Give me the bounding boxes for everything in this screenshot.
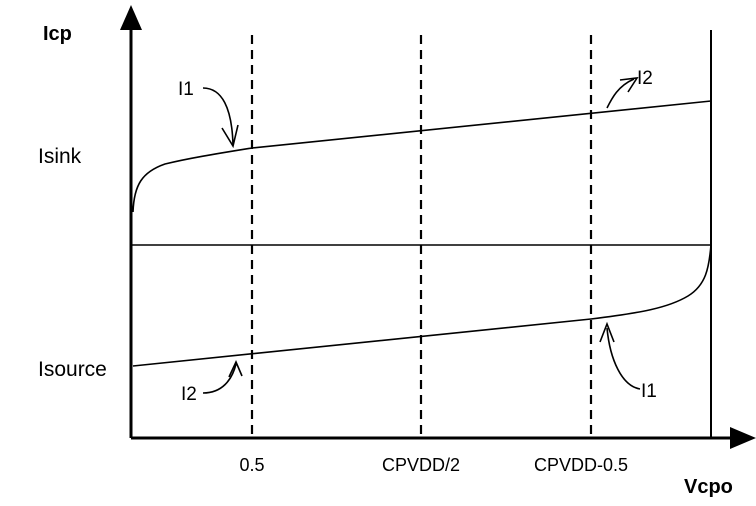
source-left-arrow <box>202 363 237 394</box>
source-right-arrowhead <box>599 321 615 343</box>
sink-left-arrow <box>202 87 234 146</box>
source-right-arrow <box>606 327 641 390</box>
source-right-annotation: I1 <box>641 381 657 402</box>
y-axis-arrowhead <box>120 5 142 30</box>
x-tick-label-2: CPVDD-0.5 <box>534 455 628 475</box>
isource-curve <box>132 244 712 367</box>
x-axis-arrowhead <box>730 427 756 449</box>
sink-left-arrowhead <box>221 124 239 149</box>
sink-right-arrow <box>606 78 635 109</box>
sink-right-arrowhead <box>619 77 639 93</box>
y-axis-title: Icp <box>43 23 72 45</box>
sink-right-annotation: I2 <box>637 68 653 89</box>
source-left-annotation: I2 <box>181 384 197 405</box>
x-tick-label-1: CPVDD/2 <box>382 455 460 475</box>
source-left-arrowhead <box>228 360 243 378</box>
isink-label: Isink <box>38 145 82 168</box>
x-axis-title: Vcpo <box>684 476 733 498</box>
isink-curve <box>132 100 712 213</box>
isource-label: Isource <box>38 358 107 381</box>
sink-left-annotation: I1 <box>178 79 194 100</box>
x-tick-label-0: 0.5 <box>239 455 264 475</box>
